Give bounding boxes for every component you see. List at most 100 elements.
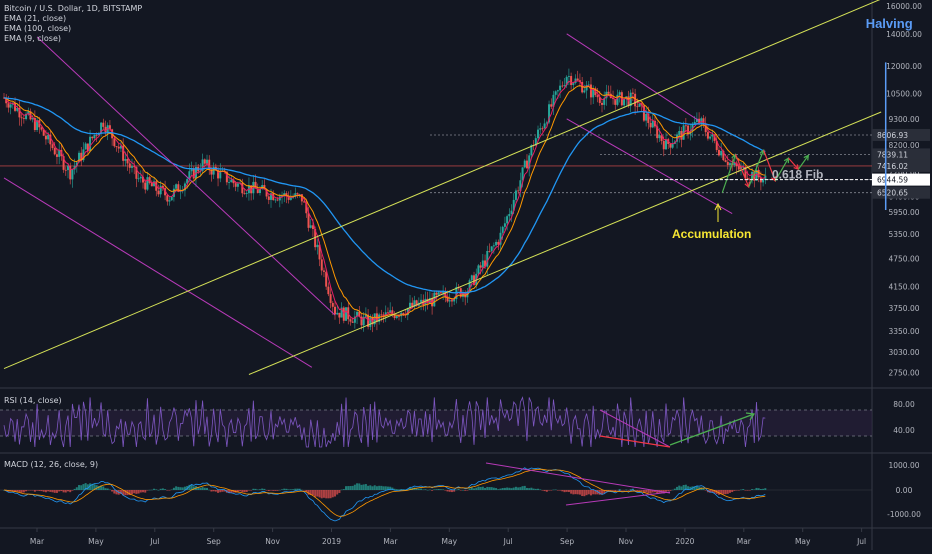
macd-histogram-bar xyxy=(461,489,464,491)
macd-histogram-bar xyxy=(84,483,87,490)
candle-body xyxy=(356,311,359,317)
macd-tick-label: -1000.00 xyxy=(887,510,921,519)
macd-histogram-bar xyxy=(682,484,685,490)
macd-histogram-bar xyxy=(106,488,109,490)
macd-histogram-bar xyxy=(270,490,273,491)
candle-body xyxy=(603,98,606,105)
macd-histogram-bar xyxy=(576,490,579,495)
macd-histogram-bar xyxy=(393,488,396,490)
candle-body xyxy=(164,188,167,196)
macd-histogram-bar xyxy=(537,488,540,490)
candle-body xyxy=(334,306,336,315)
candle-body xyxy=(342,307,345,321)
candle-body xyxy=(345,307,348,321)
candle-body xyxy=(36,120,39,131)
macd-histogram-bar xyxy=(155,489,158,490)
macd-histogram-bar xyxy=(327,490,330,499)
macd-histogram-bar xyxy=(499,488,502,490)
macd-histogram-bar xyxy=(42,490,45,492)
candle-body xyxy=(320,259,323,271)
candle-body xyxy=(93,134,96,139)
candle-body xyxy=(481,260,484,268)
macd-histogram-bar xyxy=(11,490,14,491)
macd-histogram-bar xyxy=(362,484,365,490)
candle-body xyxy=(217,170,220,179)
macd-histogram-bar xyxy=(448,490,451,492)
candle-body xyxy=(497,241,500,245)
candle-body xyxy=(228,182,231,183)
projection-arrow-segment xyxy=(734,154,750,188)
candle-body xyxy=(638,103,641,107)
macd-histogram-bar xyxy=(58,490,61,492)
candle-body xyxy=(175,184,178,189)
macd-histogram-bar xyxy=(47,490,50,492)
macd-histogram-bar xyxy=(159,488,162,490)
candle-body xyxy=(393,314,396,319)
candle-body xyxy=(362,316,365,326)
y-tick-label: 5350.00 xyxy=(888,230,919,239)
macd-histogram-bar xyxy=(201,487,204,490)
macd-histogram-bar xyxy=(307,490,310,495)
candle-body xyxy=(521,167,524,181)
candle-body xyxy=(757,169,760,178)
candle-body xyxy=(157,190,160,195)
x-tick-label: 2019 xyxy=(322,537,341,546)
candle-body xyxy=(281,195,284,197)
macd-histogram-bar xyxy=(386,486,389,490)
ema21-legend[interactable]: EMA (21, close) xyxy=(4,14,67,23)
candle-body xyxy=(258,188,261,194)
candle-body xyxy=(442,291,445,294)
ema9-line xyxy=(3,80,766,322)
candle-body xyxy=(119,145,122,149)
candle-body xyxy=(256,188,259,194)
macd-histogram-bar xyxy=(601,490,604,495)
candle-body xyxy=(16,107,19,111)
candle-body xyxy=(230,179,233,183)
candle-body xyxy=(713,134,716,141)
chart-title[interactable]: Bitcoin / U.S. Dollar, 1D, BITSTAMP xyxy=(4,4,143,13)
candle-body xyxy=(303,201,306,203)
macd-histogram-bar xyxy=(444,490,447,491)
macd-histogram-bar xyxy=(627,490,630,491)
macd-histogram-bar xyxy=(740,489,743,491)
candle-body xyxy=(541,128,544,130)
candle-body xyxy=(539,128,542,130)
macd-histogram-bar xyxy=(230,490,233,493)
macd-histogram-bar xyxy=(397,489,400,490)
macd-histogram-bar xyxy=(139,490,142,493)
macd-histogram-bar xyxy=(636,490,639,492)
candle-body xyxy=(203,159,206,164)
ema9-legend[interactable]: EMA (9, close) xyxy=(4,34,61,43)
macd-histogram-bar xyxy=(33,490,36,492)
macd-histogram-bar xyxy=(755,487,758,490)
candle-body xyxy=(587,84,590,86)
macd-label[interactable]: MACD (12, 26, close, 9) xyxy=(4,460,99,469)
candle-body xyxy=(316,244,319,248)
candle-body xyxy=(188,171,191,180)
x-tick-label: Sep xyxy=(207,537,221,546)
macd-histogram-bar xyxy=(340,489,343,491)
macd-histogram-bar xyxy=(29,490,32,491)
macd-histogram-bar xyxy=(517,487,520,490)
rsi-tick-label: 80.00 xyxy=(893,400,915,409)
y-tick-label: 2750.00 xyxy=(888,368,919,377)
candle-body xyxy=(219,170,222,179)
candle-body xyxy=(270,193,273,200)
macd-histogram-bar xyxy=(250,490,253,491)
candle-body xyxy=(305,202,308,214)
chart-legend: Bitcoin / U.S. Dollar, 1D, BITSTAMP EMA … xyxy=(4,4,142,44)
macd-histogram-bar xyxy=(667,490,670,492)
rsi-label[interactable]: RSI (14, close) xyxy=(4,396,62,405)
candle-body xyxy=(117,146,120,149)
candle-body xyxy=(212,166,215,175)
macd-histogram-bar xyxy=(373,485,376,490)
macd-histogram-bar xyxy=(735,490,738,491)
ema100-legend[interactable]: EMA (100, close) xyxy=(4,24,72,33)
candle-body xyxy=(512,199,515,211)
x-tick-label: May xyxy=(442,537,458,546)
macd-histogram-bar xyxy=(702,488,705,490)
macd-histogram-bar xyxy=(583,490,586,497)
macd-histogram-bar xyxy=(563,490,566,493)
candle-body xyxy=(135,167,138,179)
